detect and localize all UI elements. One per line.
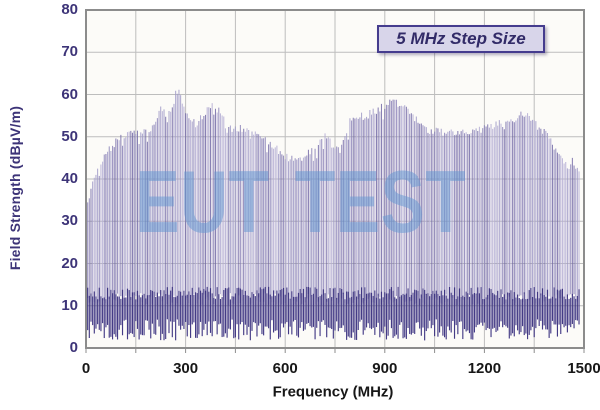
- x-tick-label-1200: 1200: [467, 360, 502, 377]
- x-axis-title: Frequency (MHz): [272, 383, 394, 401]
- y-tick-label-30: 30: [61, 212, 78, 230]
- x-tick-label-0: 0: [81, 360, 91, 377]
- y-tick-label-10: 10: [61, 296, 78, 314]
- noise-floor-band: [87, 286, 580, 341]
- y-tick-label-20: 20: [61, 254, 78, 272]
- y-tick-label-50: 50: [61, 127, 78, 145]
- x-tick-label-600: 600: [272, 360, 298, 377]
- y-tick-label-40: 40: [61, 170, 78, 187]
- x-tick-label-900: 900: [372, 360, 398, 377]
- eut-test-watermark: EUT TEST: [135, 152, 467, 251]
- signal-comb: [87, 89, 580, 306]
- x-tick-label-1500: 1500: [567, 360, 600, 377]
- step-size-annotation: 5 MHz Step Size: [377, 25, 545, 53]
- y-tick-label-80: 80: [61, 1, 78, 18]
- y-tick-label-0: 0: [69, 339, 78, 356]
- x-tick-label-300: 300: [173, 360, 199, 377]
- plot-border: [85, 9, 585, 349]
- y-tick-label-70: 70: [61, 43, 78, 61]
- x-axis-tick-marks: [85, 349, 585, 353]
- y-axis-title: Field Strength (dBµV/m): [7, 105, 23, 271]
- y-tick-label-60: 60: [61, 85, 78, 103]
